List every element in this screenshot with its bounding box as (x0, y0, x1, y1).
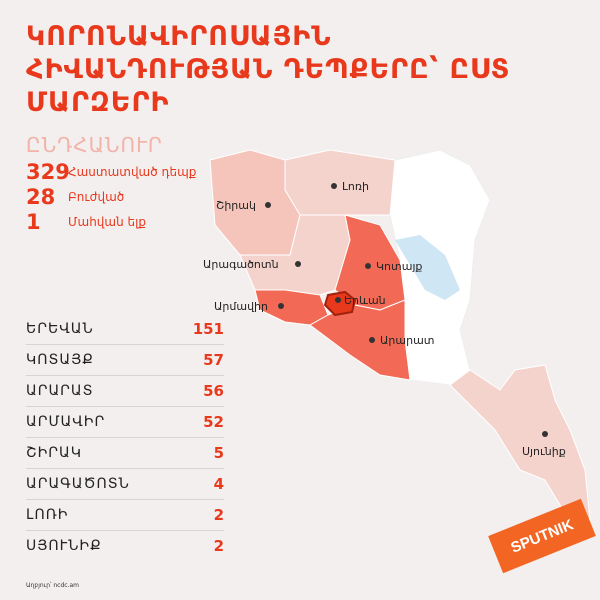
region-table: ԵՐԵՎԱՆ 151 ԿՈՏԱՅՔ 57 ԱՐԱՐԱՏ 56 ԱՐՄԱՎԻՐ 52 ՇԻ… (26, 314, 224, 561)
stat-label: Բուժված (68, 190, 125, 204)
region-lori (284, 149, 396, 216)
map-label-armavir: Արմավիր (214, 300, 268, 313)
lake-sevan (395, 235, 460, 300)
stat-label: Հաստատված դեպք (68, 165, 197, 179)
map-label-shirak: Շիրակ (216, 199, 256, 212)
region-value: 57 (203, 351, 224, 369)
region-name: ԿՈՏԱՅՔ (26, 352, 94, 368)
map-label-kotayk: Կոտայք (376, 260, 422, 273)
region-name: ՇԻՐԱԿ (26, 445, 82, 461)
region-syunik (449, 364, 591, 531)
region-value: 52 (203, 413, 224, 431)
region-value: 56 (203, 382, 224, 400)
region-name: ԱՐԱՐԱՏ (26, 383, 94, 399)
region-yerevan (323, 290, 357, 317)
map-label-aragatsotn: Արագածոտն (203, 258, 279, 271)
map-label-lori: Լոռի (342, 180, 369, 193)
table-row: ԱՐՄԱՎԻՐ 52 (26, 407, 224, 438)
stat-confirmed: 329 Հաստատված դեպք (26, 160, 196, 184)
stat-value: 1 (26, 210, 41, 234)
region-name: ԵՐԵՎԱՆ (26, 321, 94, 337)
page-title: ԿՈՐՈՆԱՎԻՐՈՍԱՅԻՆ ՀԻՎԱՆԴՈՒԹՅԱՆ ԴԵՊՔԵՐԸ՝ ԸՍ… (26, 21, 511, 118)
source-note: Աղբյուր՝ ncdc.am (26, 582, 80, 589)
region-name: ԼՈՌԻ (26, 507, 69, 523)
region-value: 2 (213, 506, 224, 524)
stat-label: Մահվան ելք (68, 215, 147, 229)
table-row: ԼՈՌԻ 2 (26, 500, 224, 531)
region-value: 5 (213, 444, 224, 462)
table-row: ՇԻՐԱԿ 5 (26, 438, 224, 469)
region-name: ԱՐՄԱՎԻՐ (26, 414, 106, 430)
stat-recovered: 28 Բուժված (26, 185, 124, 209)
map-label-syunik: Սյունիք (522, 445, 566, 458)
region-value: 2 (213, 537, 224, 555)
table-row: ԵՐԵՎԱՆ 151 (26, 314, 224, 345)
stat-value: 28 (26, 185, 56, 209)
region-name: ՍՅՈՒՆԻՔ (26, 538, 102, 554)
map-label-ararat: Արարատ (380, 334, 435, 347)
total-heading: ԸՆԴՀԱՆՈՒՐ (26, 133, 163, 157)
table-row: ԱՐԱԳԱԾՈՏՆ 4 (26, 469, 224, 500)
stat-deaths: 1 Մահվան ելք (26, 210, 146, 234)
map-label-yerevan: Երևան (344, 294, 386, 307)
stat-value: 329 (26, 160, 70, 184)
region-value: 4 (213, 475, 224, 493)
table-row: ԿՈՏԱՅՔ 57 (26, 345, 224, 376)
region-name: ԱՐԱԳԱԾՈՏՆ (26, 476, 130, 492)
table-row: ԱՐԱՐԱՏ 56 (26, 376, 224, 407)
table-row: ՍՅՈՒՆԻՔ 2 (26, 531, 224, 561)
region-value: 151 (192, 320, 224, 338)
